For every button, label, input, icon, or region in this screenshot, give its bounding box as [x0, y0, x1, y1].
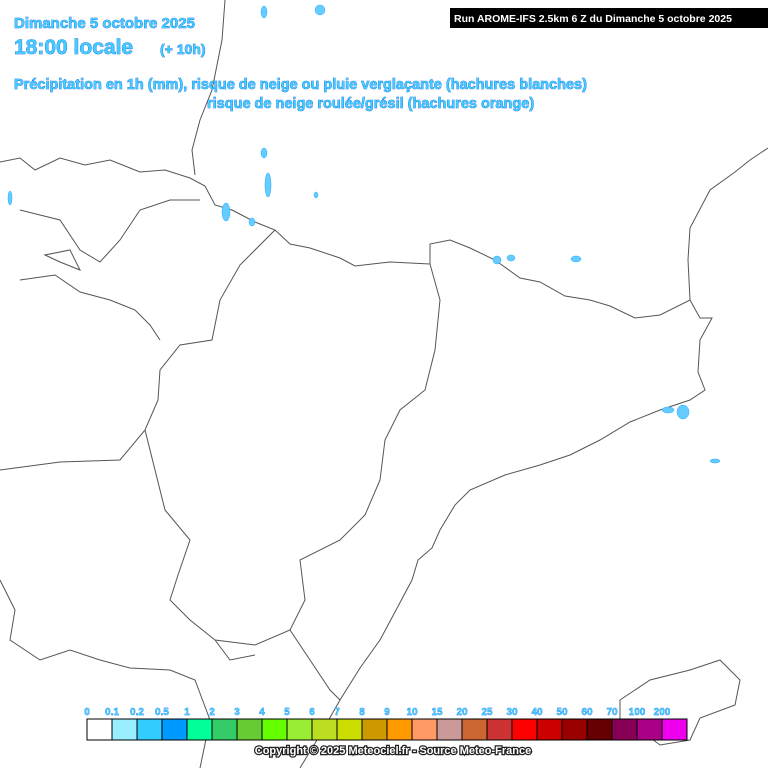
legend-label: 20	[456, 707, 468, 718]
legend-swatch	[286, 718, 313, 741]
legend-swatch	[86, 718, 113, 741]
legend-label: 40	[531, 707, 543, 718]
legend-label: 1	[184, 707, 190, 718]
legend-label: 4	[259, 707, 265, 718]
legend-label: 5	[284, 707, 290, 718]
rain-cell	[260, 147, 268, 159]
legend-label: 0.1	[105, 707, 119, 718]
legend-swatch	[361, 718, 388, 741]
offset: (+ 10h)	[160, 41, 206, 57]
legend-swatch	[636, 718, 663, 741]
time: 18:00 locale	[14, 36, 133, 59]
subtitle: risque de neige roulée/grésil (hachures …	[207, 96, 534, 112]
legend-swatch	[586, 718, 613, 741]
rain-cell	[676, 404, 690, 420]
run-label: Run AROME-IFS 2.5km 6 Z du Dimanche 5 oc…	[454, 13, 732, 25]
rain-cell	[260, 5, 268, 19]
run-box	[450, 8, 768, 28]
rain-cell	[709, 458, 721, 464]
legend-swatch	[311, 718, 338, 741]
legend-label: 3	[234, 707, 240, 718]
legend-label: 6	[309, 707, 315, 718]
rain-cell	[314, 4, 326, 16]
legend-swatch	[561, 718, 588, 741]
legend-label: 8	[359, 707, 365, 718]
legend-label: 10	[406, 707, 418, 718]
precipitation	[7, 4, 721, 464]
legend-swatch	[461, 718, 488, 741]
rain-cell	[570, 255, 582, 263]
legend-swatch	[411, 718, 438, 741]
legend-label: 2	[209, 707, 215, 718]
legend-label: 200	[654, 707, 671, 718]
legend-label: 0	[84, 707, 90, 718]
rain-cell	[506, 254, 516, 262]
rain-cell	[313, 191, 319, 199]
legend-swatch	[136, 718, 163, 741]
rain-cell	[264, 172, 272, 198]
rain-cell	[661, 406, 675, 414]
legend-swatch	[236, 718, 263, 741]
copyright: Copyright © 2025 Meteociel.fr - Source M…	[255, 745, 531, 757]
rain-cell	[7, 190, 13, 206]
rain-cell	[248, 217, 256, 227]
legend-swatch	[661, 718, 688, 741]
legend-label: 9	[384, 707, 390, 718]
rain-cell	[221, 202, 231, 222]
subtitle: Précipitation en 1h (mm), risque de neig…	[14, 77, 587, 93]
rain-cell	[492, 255, 502, 265]
legend-label: 15	[431, 707, 443, 718]
legend-swatch	[386, 718, 413, 741]
legend-swatch	[261, 718, 288, 741]
legend-label: 7	[334, 707, 340, 718]
legend-label: 50	[556, 707, 568, 718]
legend-swatch	[161, 718, 188, 741]
legend-label: 70	[606, 707, 618, 718]
date: Dimanche 5 octobre 2025	[14, 15, 195, 32]
legend: 0 0.1 0.2 0.5 1 2 3 4 5 6 7 8 9 10 15 20 25 30 40 50 60 70 100…	[84, 707, 688, 741]
legend-label: 0.2	[130, 707, 144, 718]
legend-swatch	[611, 718, 638, 741]
legend-swatch	[486, 718, 513, 741]
legend-swatch	[211, 718, 238, 741]
legend-label: 60	[581, 707, 593, 718]
legend-swatch	[186, 718, 213, 741]
legend-label: 100	[629, 707, 646, 718]
legend-label: 30	[506, 707, 518, 718]
legend-swatch	[436, 718, 463, 741]
legend-swatch	[511, 718, 538, 741]
legend-swatch	[336, 718, 363, 741]
legend-swatch	[536, 718, 563, 741]
legend-label: 25	[481, 707, 493, 718]
legend-swatch	[111, 718, 138, 741]
legend-label: 0.5	[155, 707, 169, 718]
